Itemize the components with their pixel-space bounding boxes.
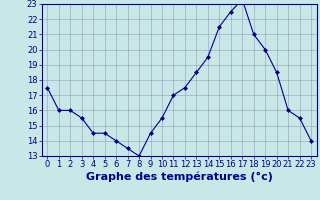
X-axis label: Graphe des températures (°c): Graphe des températures (°c) [86,172,273,182]
